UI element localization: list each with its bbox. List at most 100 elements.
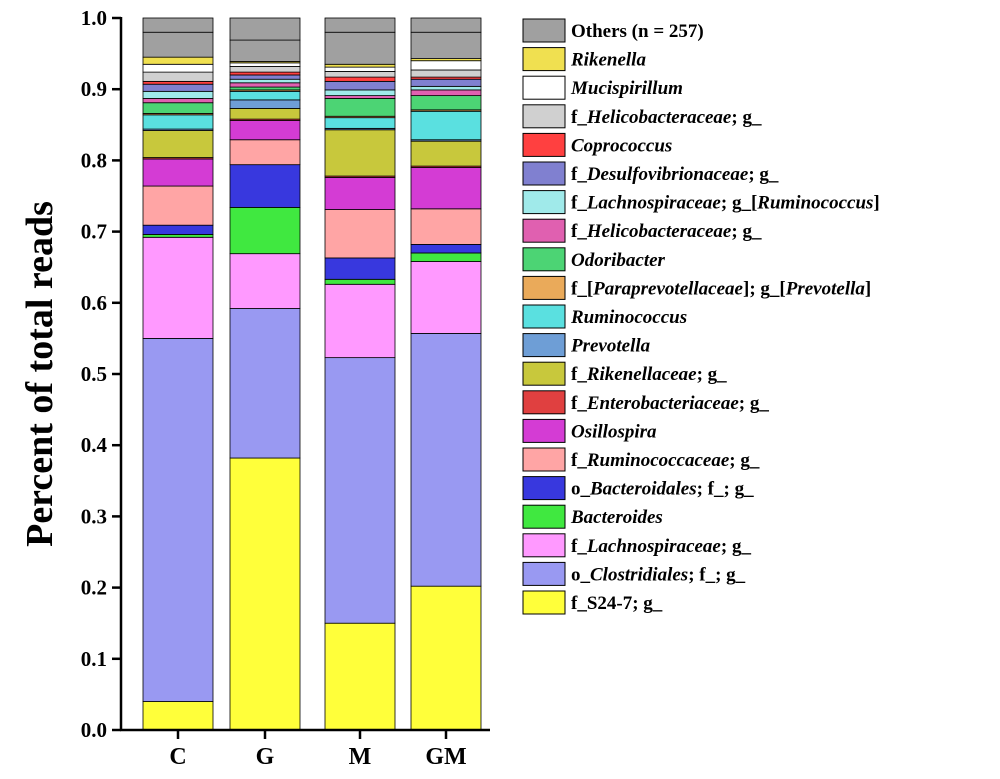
legend-item: Bacteroides: [522, 504, 663, 529]
legend-item: f_Desulfovibrionaceae; g_: [522, 161, 779, 186]
bar-segment: [410, 95, 482, 111]
legend-swatch: [522, 104, 566, 129]
bar-segment: [410, 140, 482, 167]
legend-label: Mucispirillum: [570, 78, 683, 99]
legend-swatch: [522, 75, 566, 100]
bar-segment: [229, 457, 301, 731]
bar-segment: [410, 261, 482, 334]
bar-segment: [229, 86, 301, 91]
legend-swatch: [522, 18, 566, 43]
legend-label: f_S24-7; g_: [571, 593, 663, 614]
bar-segment: [410, 244, 482, 254]
y-tick-label: 0.0: [81, 718, 107, 742]
legend-label: o_Bacteroidales; f_; g_: [571, 479, 754, 500]
legend-item: f_Lachnospiraceae; g_[Ruminococcus]: [522, 190, 880, 215]
legend: Others (n = 257) Rikenella Mucispirillum f_…: [522, 18, 880, 615]
legend-label: Ruminococcus: [570, 307, 687, 328]
bar-segment: [324, 257, 396, 280]
bar-segment: [142, 224, 214, 235]
bar-segment: [142, 71, 214, 82]
y-tick-label: 0.2: [81, 576, 107, 600]
bar-segment: [324, 357, 396, 624]
legend-swatch: [522, 361, 566, 386]
bar-segment: [142, 98, 214, 104]
legend-item: f_S24-7; g_: [522, 590, 663, 615]
bar-segment: [410, 110, 482, 141]
bar-segment: [324, 129, 396, 177]
bar-segment: [229, 17, 301, 41]
bar-segment: [324, 17, 396, 33]
bar-segment: [324, 278, 396, 285]
legend-item: Osillospira: [522, 418, 657, 443]
bar-segment: [229, 66, 301, 73]
bar-segment: [410, 89, 482, 97]
legend-label: Bacteroides: [570, 507, 663, 528]
bar-segment: [410, 333, 482, 587]
legend-swatch: [522, 333, 566, 358]
y-tick-label: 0.7: [81, 220, 107, 244]
axes: 0.00.10.20.30.40.50.60.70.80.91.0C G M GM: [81, 6, 490, 770]
legend-item: Others (n = 257): [522, 18, 704, 43]
y-tick-label: 0.4: [81, 433, 108, 457]
legend-swatch: [522, 161, 566, 186]
legend-label: f_Ruminococcaceae; g_: [571, 450, 760, 471]
legend-label: f_Rikenellaceae; g_: [571, 364, 727, 385]
legend-swatch: [522, 447, 566, 472]
legend-swatch: [522, 304, 566, 329]
legend-label: f_Lachnospiraceae; g_[Ruminococcus]: [571, 193, 880, 214]
bar-segment: [229, 253, 301, 309]
bar-segment: [229, 90, 301, 101]
bar-segment: [142, 234, 214, 238]
legend-item: Prevotella: [522, 333, 651, 358]
bar-stack-g: [229, 17, 301, 731]
bar-segment: [324, 80, 396, 91]
legend-label: Prevotella: [570, 336, 651, 357]
legend-item: o_Bacteroidales; f_; g_: [522, 476, 754, 501]
bar-segment: [229, 78, 301, 84]
legend-swatch: [522, 275, 566, 300]
bar-segment: [410, 167, 482, 210]
x-tick-label-m: M: [349, 744, 372, 770]
legend-swatch: [522, 47, 566, 72]
legend-label: Coprococcus: [571, 135, 672, 156]
bar-segment: [142, 236, 214, 339]
legend-swatch: [522, 561, 566, 586]
bar-segment: [229, 99, 301, 109]
y-tick-label: 0.1: [81, 647, 107, 671]
bar-segment: [142, 130, 214, 158]
legend-swatch: [522, 590, 566, 615]
legend-item: f_Helicobacteraceae; g_: [522, 104, 762, 129]
bar-segment: [142, 80, 214, 85]
bar-segment: [324, 622, 396, 731]
bar-segment: [410, 585, 482, 731]
bar-segment: [324, 71, 396, 78]
bar-segment: [142, 31, 214, 58]
y-tick-label: 0.9: [81, 77, 107, 101]
bar-segment: [324, 177, 396, 210]
bar-segment: [410, 208, 482, 245]
legend-swatch: [522, 247, 566, 272]
bar-segment: [229, 164, 301, 208]
bar-segment: [410, 60, 482, 71]
bar-stack-m: [324, 17, 396, 731]
bar-segment: [410, 17, 482, 33]
legend-item: Mucispirillum: [522, 75, 683, 100]
legend-item: Ruminococcus: [522, 304, 687, 329]
y-tick-label: 0.8: [81, 148, 107, 172]
bar-segment: [324, 89, 396, 97]
legend-item: Odoribacter: [522, 247, 666, 272]
bar-segment: [229, 62, 301, 67]
bar-segment: [410, 69, 482, 78]
bar-segment: [142, 90, 214, 99]
legend-swatch: [522, 418, 566, 443]
bar-segment: [229, 71, 301, 76]
bar-segment: [324, 209, 396, 259]
legend-item: f_Helicobacteraceae; g_: [522, 218, 762, 243]
x-tick-label-g: G: [256, 744, 275, 770]
y-axis-label: Percent of total reads: [19, 201, 61, 547]
bar-segment: [229, 206, 301, 255]
bar-segment: [229, 139, 301, 166]
bar-segment: [324, 283, 396, 359]
legend-swatch: [522, 533, 566, 558]
